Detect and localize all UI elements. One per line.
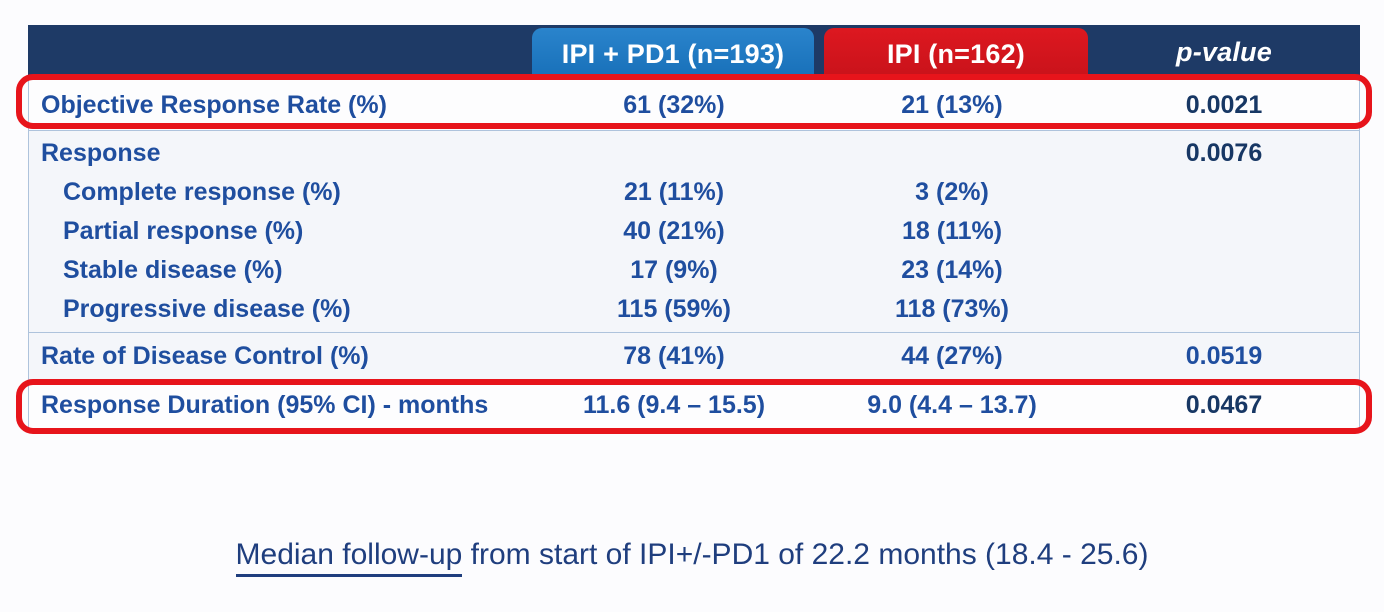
row-label: Response — [41, 139, 161, 167]
results-table: IPI + PD1 (n=193) IPI (n=162) p-value Ob… — [16, 25, 1372, 434]
table-row-objective-response-rate: Objective Response Rate (%) 61 (32%) 21 … — [29, 80, 1359, 130]
response-group: Response 0.0076 Complete response (%) 21… — [29, 130, 1359, 333]
table-row-progressive-disease: Progressive disease (%) 115 (59%) 118 (7… — [29, 290, 1359, 329]
ipi-pd1-value: 40 (21%) — [623, 217, 725, 245]
row-label: Partial response (%) — [63, 217, 304, 245]
footnote-rest-text: from start of IPI+/-PD1 of 22.2 months (… — [462, 538, 1149, 571]
ipi-value: 23 (14%) — [901, 256, 1003, 284]
row-label: Complete response (%) — [63, 178, 341, 206]
footnote: Median follow-up from start of IPI+/-PD1… — [0, 538, 1384, 577]
ipi-pd1-value: 115 (59%) — [617, 295, 731, 323]
table-row-partial-response: Partial response (%) 40 (21%) 18 (11%) — [29, 212, 1359, 251]
p-value: 0.0021 — [1185, 90, 1263, 119]
table-row-response-duration: Response Duration (95% CI) - months 11.6… — [29, 379, 1359, 430]
header-blank-cell — [28, 25, 532, 80]
ipi-value: 21 (13%) — [901, 90, 1003, 119]
p-value: 0.0467 — [1185, 390, 1263, 419]
ipi-pd1-value: 21 (11%) — [623, 178, 725, 206]
row-label: Stable disease (%) — [63, 256, 283, 284]
header-ipi-cell: IPI (n=162) — [824, 28, 1088, 80]
p-value: 0.0076 — [1185, 139, 1263, 167]
ipi-value: 118 (73%) — [895, 295, 1009, 323]
ipi-value: 44 (27%) — [901, 341, 1003, 370]
row-label: Rate of Disease Control (%) — [41, 341, 369, 370]
ipi-pd1-value: 78 (41%) — [623, 341, 725, 370]
ipi-value: 18 (11%) — [901, 217, 1003, 245]
row-label: Response Duration (95% CI) - months — [41, 390, 489, 419]
p-value: 0.0519 — [1185, 341, 1263, 370]
ipi-value: 9.0 (4.4 – 13.7) — [867, 390, 1037, 419]
table-row-rate-of-disease-control: Rate of Disease Control (%) 78 (41%) 44 … — [29, 333, 1359, 379]
header-ipi-pd1-cell: IPI + PD1 (n=193) — [532, 28, 814, 80]
ipi-pd1-value: 17 (9%) — [630, 256, 718, 284]
ipi-pd1-value: 11.6 (9.4 – 15.5) — [582, 390, 766, 419]
table-body: Objective Response Rate (%) 61 (32%) 21 … — [28, 80, 1360, 431]
row-label: Objective Response Rate (%) — [41, 90, 387, 119]
ipi-value: 3 (2%) — [915, 178, 989, 206]
row-label: Progressive disease (%) — [63, 295, 351, 323]
header-p-value-cell: p-value — [1176, 37, 1272, 67]
table-row-complete-response: Complete response (%) 21 (11%) 3 (2%) — [29, 173, 1359, 212]
ipi-pd1-value: 61 (32%) — [623, 90, 725, 119]
table-header-row: IPI + PD1 (n=193) IPI (n=162) p-value — [28, 25, 1360, 80]
table-row-stable-disease: Stable disease (%) 17 (9%) 23 (14%) — [29, 251, 1359, 290]
footnote-underlined-text: Median follow-up — [235, 538, 463, 577]
table-row-response: Response 0.0076 — [29, 134, 1359, 173]
